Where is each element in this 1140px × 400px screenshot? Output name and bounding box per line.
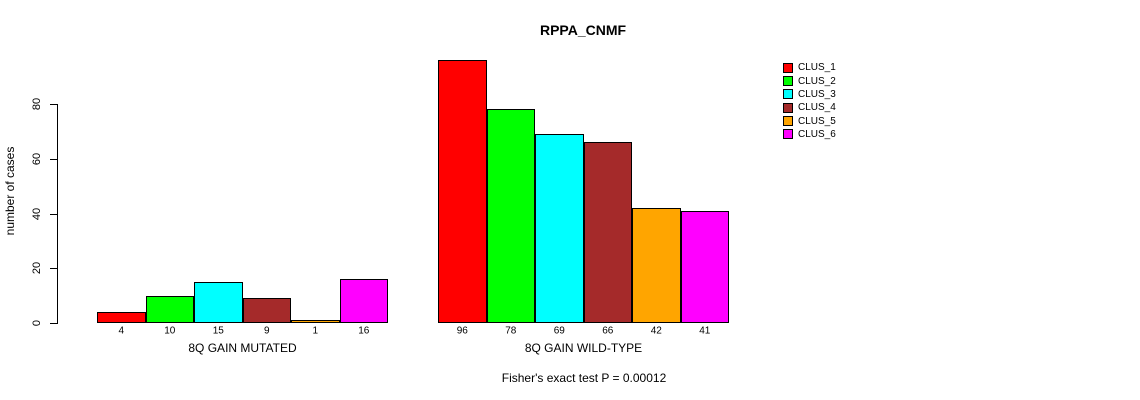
- bar-value-label: 9: [263, 325, 270, 337]
- y-axis-tick: [50, 104, 58, 105]
- legend-label: CLUS_5: [798, 115, 836, 127]
- bar-value-label: 42: [650, 325, 662, 337]
- legend-item: CLUS_4: [783, 101, 836, 114]
- y-axis-tick-label: 40: [31, 207, 43, 221]
- bar-clus_4-group2: [584, 142, 632, 323]
- bar-clus_2-group1: [146, 296, 194, 323]
- y-axis-tick: [50, 268, 58, 269]
- y-axis-tick: [50, 323, 58, 324]
- fisher-note: Fisher's exact test P = 0.00012: [501, 371, 667, 385]
- legend-item: CLUS_5: [783, 115, 836, 128]
- bar-clus_6-group1: [340, 279, 388, 323]
- chart-title: RPPA_CNMF: [539, 22, 627, 38]
- group-axis-label: 8Q GAIN WILD-TYPE: [524, 341, 643, 355]
- legend-swatch-clus_4: [783, 102, 793, 113]
- legend-label: CLUS_2: [798, 75, 836, 87]
- y-axis-tick-label: 0: [31, 319, 43, 327]
- y-axis-tick-label: 60: [31, 152, 43, 166]
- legend-item: CLUS_2: [783, 75, 836, 88]
- bar-clus_6-group2: [681, 211, 729, 323]
- bar-clus_5-group1: [291, 320, 340, 323]
- bar-clus_4-group1: [243, 298, 291, 323]
- group-axis-label: 8Q GAIN MUTATED: [188, 341, 297, 355]
- bar-value-label: 66: [602, 325, 614, 337]
- bar-clus_3-group2: [535, 134, 584, 323]
- bar-value-label: 78: [505, 325, 517, 337]
- bar-clus_1-group1: [97, 312, 146, 323]
- legend-item: CLUS_6: [783, 128, 836, 141]
- bar-value-label: 69: [553, 325, 565, 337]
- legend-label: CLUS_3: [798, 88, 836, 100]
- bar-value-label: 16: [358, 325, 370, 337]
- legend-swatch-clus_2: [783, 76, 793, 87]
- y-axis-tick-label: 20: [31, 261, 43, 275]
- bar-clus_5-group2: [632, 208, 681, 323]
- bar-value-label: 1: [312, 325, 319, 337]
- legend-swatch-clus_1: [783, 62, 793, 73]
- y-axis-tick: [50, 159, 58, 160]
- legend-label: CLUS_6: [798, 128, 836, 140]
- bar-clus_1-group2: [438, 60, 487, 323]
- bar-value-label: 10: [164, 325, 176, 337]
- bar-clus_3-group1: [194, 282, 243, 323]
- legend-swatch-clus_6: [783, 129, 793, 140]
- y-axis-tick-label: 80: [31, 97, 43, 111]
- legend-swatch-clus_5: [783, 116, 793, 127]
- legend-item: CLUS_1: [783, 61, 836, 74]
- bar-value-label: 4: [118, 325, 125, 337]
- y-axis-tick: [50, 214, 58, 215]
- legend-item: CLUS_3: [783, 88, 836, 101]
- legend-swatch-clus_3: [783, 89, 793, 100]
- bar-value-label: 15: [212, 325, 224, 337]
- bar-clus_2-group2: [487, 109, 535, 323]
- y-axis-label: number of cases: [3, 146, 17, 236]
- bar-value-label: 96: [456, 325, 468, 337]
- legend-label: CLUS_1: [798, 62, 836, 74]
- legend-label: CLUS_4: [798, 102, 836, 114]
- bar-value-label: 41: [699, 325, 711, 337]
